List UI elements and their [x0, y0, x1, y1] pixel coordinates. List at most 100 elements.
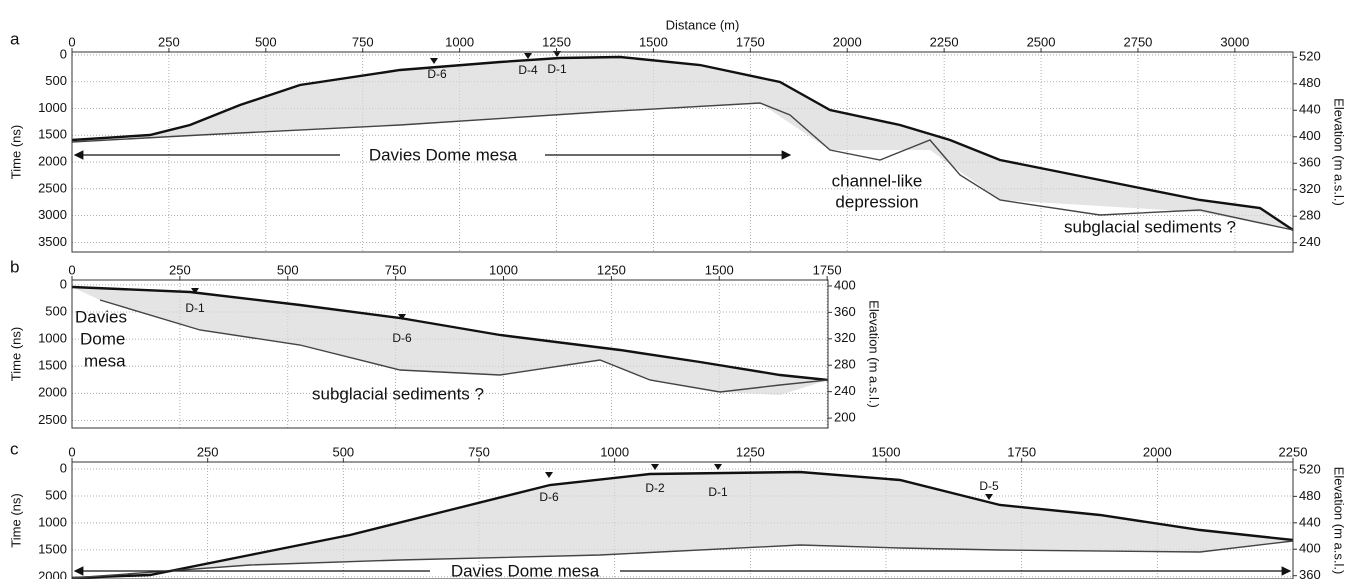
x-tick-label: 0 [68, 262, 75, 277]
annotation: D-1 [547, 62, 567, 76]
radargram-c [71, 470, 1294, 579]
annotation: D-1 [185, 301, 205, 315]
y2-tick-label: 480 [1299, 488, 1321, 503]
x-tick-label: 750 [385, 262, 407, 277]
annotation: Davies [75, 307, 127, 326]
y-tick-label: 1000 [38, 331, 67, 346]
y2-tick-label: 440 [1299, 514, 1321, 529]
x-tick-label: 500 [332, 444, 354, 459]
x-tick-label: 1250 [736, 444, 765, 459]
y-tick-label: 1000 [38, 100, 67, 115]
x-tick-label: 2750 [1123, 34, 1152, 49]
x-tick-label: 2250 [930, 34, 959, 49]
y-axis-label: Time (ns) [8, 327, 23, 381]
x-tick-label: 1250 [542, 34, 571, 49]
y2-tick-label: 360 [1299, 155, 1321, 170]
x-tick-label: 500 [277, 262, 299, 277]
y-tick-label: 0 [60, 460, 67, 475]
panel-label: b [10, 257, 19, 276]
y-tick-label: 3000 [38, 207, 67, 222]
x-tick-label: 2000 [833, 34, 862, 49]
y2-tick-label: 240 [1299, 234, 1321, 249]
y-tick-label: 1000 [38, 514, 67, 529]
x-tick-label: 1500 [639, 34, 668, 49]
y2-tick-label: 320 [834, 330, 856, 345]
radargram-b [71, 285, 829, 395]
y2-tick-label: 360 [834, 304, 856, 319]
x-tick-label: 0 [68, 34, 75, 49]
annotation: D-1 [708, 485, 728, 499]
y2-tick-label: 440 [1299, 102, 1321, 117]
x-tick-label: 1000 [600, 444, 629, 459]
y-tick-label: 0 [60, 46, 67, 61]
y2-tick-label: 280 [1299, 208, 1321, 223]
x-tick-label: 1000 [445, 34, 474, 49]
annotation: Davies Dome mesa [451, 561, 600, 579]
plot-frame [71, 51, 1294, 253]
x-tick-label: 1500 [705, 262, 734, 277]
x-tick-label: 1250 [597, 262, 626, 277]
radargram-a [71, 55, 1294, 231]
y2-axis-label: Elevation (m a.s.l.) [867, 300, 882, 408]
y2-tick-label: 400 [834, 277, 856, 292]
y2-tick-label: 480 [1299, 75, 1321, 90]
y2-tick-label: 520 [1299, 49, 1321, 64]
y2-tick-label: 520 [1299, 461, 1321, 476]
y2-tick-label: 240 [834, 383, 856, 398]
x-tick-label: 250 [169, 262, 191, 277]
x-tick-label: 750 [352, 34, 374, 49]
panel-label: a [10, 29, 20, 48]
x-tick-label: 3000 [1220, 34, 1249, 49]
annotation: D-6 [392, 331, 412, 345]
y-tick-label: 1500 [38, 127, 67, 142]
y-axis-label: Time (ns) [8, 493, 23, 547]
markers [191, 51, 993, 500]
y2-tick-label: 400 [1299, 541, 1321, 556]
annotation: D-6 [539, 490, 559, 504]
annotation: depression [835, 192, 918, 211]
x-tick-label: 0 [68, 444, 75, 459]
y2-tick-label: 320 [1299, 181, 1321, 196]
y-tick-label: 1500 [38, 541, 67, 556]
x-tick-label: 250 [197, 444, 219, 459]
y2-tick-label: 360 [1299, 567, 1321, 579]
y-tick-label: 1500 [38, 358, 67, 373]
x-tick-label: 250 [158, 34, 180, 49]
y-tick-label: 2500 [38, 180, 67, 195]
y-tick-label: 2000 [38, 385, 67, 400]
x-tick-label: 2000 [1143, 444, 1172, 459]
plot-frame [71, 461, 1294, 579]
annotation: D-5 [979, 479, 999, 493]
annotation: subglacial sediments ? [312, 384, 484, 403]
x-tick-label: 2250 [1279, 444, 1308, 459]
y-tick-label: 500 [45, 487, 67, 502]
annotation: D-6 [427, 67, 447, 81]
annotation: mesa [84, 351, 126, 370]
y-tick-label: 500 [45, 303, 67, 318]
y2-tick-label: 400 [1299, 128, 1321, 143]
annotation: Dome [80, 329, 125, 348]
y-tick-label: 2000 [38, 153, 67, 168]
x-axis-label: Distance (m) [666, 17, 740, 32]
x-tick-label: 1000 [489, 262, 518, 277]
y-tick-label: 500 [45, 73, 67, 88]
x-tick-label: 1750 [736, 34, 765, 49]
x-tick-label: 500 [255, 34, 277, 49]
x-tick-label: 750 [468, 444, 490, 459]
x-tick-label: 2500 [1027, 34, 1056, 49]
y-axis-label: Time (ns) [8, 125, 23, 179]
y2-tick-label: 280 [834, 357, 856, 372]
annotation: channel-like [832, 171, 923, 190]
y-tick-label: 2000 [38, 568, 67, 579]
annotation: Davies Dome mesa [369, 145, 518, 164]
y2-axis-label: Elevation (m a.s.l.) [1332, 98, 1347, 206]
x-tick-label: 1750 [1007, 444, 1036, 459]
y-tick-label: 0 [60, 276, 67, 291]
y2-tick-label: 200 [834, 410, 856, 425]
annotation: D-4 [518, 63, 538, 77]
y2-axis-label: Elevation (m a.s.l.) [1332, 467, 1347, 575]
annotation: subglacial sediments ? [1064, 217, 1236, 236]
plot-frame [71, 279, 829, 429]
x-tick-label: 1500 [872, 444, 901, 459]
